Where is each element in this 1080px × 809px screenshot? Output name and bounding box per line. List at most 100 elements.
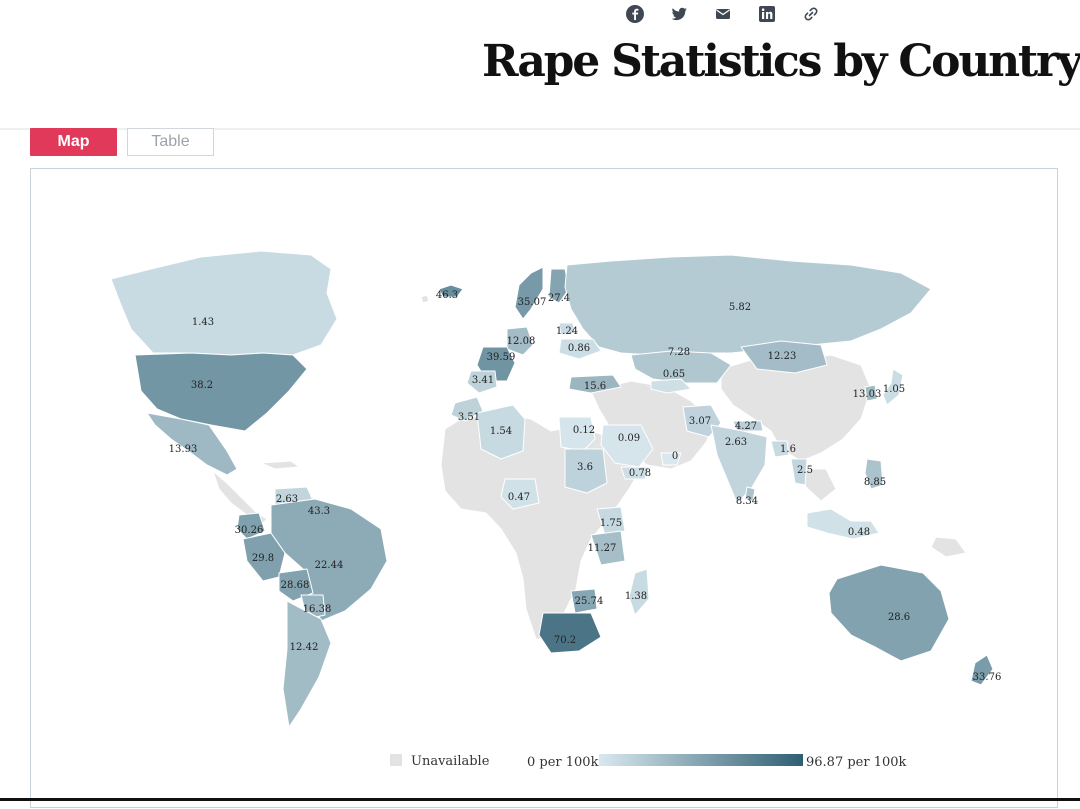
country-sri-lanka[interactable] [744,486,756,502]
country-zimbabwe[interactable] [570,588,598,614]
country-germany[interactable] [506,326,534,356]
value-label-morocco: 3.51 [458,412,480,423]
caribbean-unavailable[interactable] [260,460,300,470]
value-label-australia: 28.6 [888,612,910,623]
value-label-united-states: 38.2 [191,380,213,391]
country-tanzania[interactable] [590,530,626,566]
legend-max-label: 96.87 per 100k [806,755,907,770]
value-label-indonesia: 0.48 [848,527,870,538]
value-label-yemen: 0.78 [629,468,651,479]
value-label-canada: 1.43 [192,317,214,328]
country-algeria[interactable] [476,404,526,460]
country-japan[interactable] [882,368,904,406]
value-label-germany: 12.08 [507,336,536,347]
linkedin-icon[interactable] [757,4,777,24]
value-label-brazil: 22.44 [315,560,344,571]
country-lithuania[interactable] [558,322,576,336]
country-kazakhstan[interactable] [630,350,732,384]
greenland-east-island-unavailable[interactable] [420,294,430,304]
country-spain[interactable] [466,370,498,394]
country-finland[interactable] [548,268,570,304]
country-labels: 1.43 38.2 13.93 46.3 35.07 27.4 5.82 1.24 12.08 0… [169,290,1002,683]
map-frame: 1.43 38.2 13.93 46.3 35.07 27.4 5.82 1.24 12.08 0… [30,168,1058,808]
header-divider [0,128,1080,130]
country-morocco[interactable] [450,396,484,422]
value-label-ecuador: 30.26 [235,525,264,536]
country-iceland[interactable] [438,284,464,298]
legend-unavailable-swatch [390,754,402,766]
country-mongolia[interactable] [740,340,828,374]
country-oman[interactable] [660,452,682,466]
tab-map[interactable]: Map [30,128,117,156]
central-america-unavailable[interactable] [212,470,268,526]
value-label-suriname: 43.3 [308,506,330,517]
country-south-africa[interactable] [538,612,602,654]
country-mexico[interactable] [146,412,238,476]
facebook-icon[interactable] [625,4,645,24]
value-label-kazakhstan: 7.28 [668,347,690,358]
link-icon[interactable] [801,4,821,24]
country-ecuador[interactable] [236,512,266,540]
country-nigeria[interactable] [500,478,540,510]
country-nepal[interactable] [732,420,764,432]
country-norway[interactable] [514,266,544,320]
value-label-finland: 27.4 [548,293,570,304]
country-egypt[interactable] [558,416,596,452]
country-sudan[interactable] [564,448,608,494]
country-new-zealand[interactable] [970,654,994,686]
value-label-nigeria: 0.47 [508,492,530,503]
country-russia[interactable] [564,254,932,356]
value-label-algeria: 1.54 [490,426,512,437]
page-title: Rape Statistics by Country [482,36,1080,87]
share-bar [625,4,821,24]
value-label-japan: 1.05 [883,384,905,395]
country-kenya[interactable] [596,506,626,536]
value-label-madagascar: 1.38 [625,591,647,602]
value-label-turkey: 15.6 [584,381,606,392]
world-map: 1.43 38.2 13.93 46.3 35.07 27.4 5.82 1.24 12.08 0… [110,250,1002,770]
country-indonesia[interactable] [806,508,880,540]
value-label-sri-lanka: 8.34 [736,496,758,507]
value-label-new-zealand: 33.76 [973,672,1002,683]
country-yemen[interactable] [620,466,650,480]
country-uzbekistan[interactable] [650,378,692,394]
value-label-south-africa: 70.2 [554,635,576,646]
country-australia[interactable] [828,564,950,662]
country-thailand[interactable] [790,458,808,486]
country-madagascar[interactable] [628,568,650,616]
legend-scale-bar [599,754,803,766]
value-label-norway: 35.07 [518,297,547,308]
country-argentina[interactable] [282,600,332,728]
value-label-france: 39.59 [487,352,516,363]
country-canada[interactable] [110,250,338,356]
value-label-zimbabwe: 25.74 [575,596,604,607]
value-label-lithuania: 1.24 [556,326,578,337]
view-tabs: Map Table [30,128,214,156]
value-label-mexico: 13.93 [169,444,198,455]
value-label-philippines: 8.85 [864,477,886,488]
country-south-korea[interactable] [864,384,878,402]
value-label-saudi-arabia: 0.09 [618,433,640,444]
value-label-nepal: 4.27 [735,421,757,432]
twitter-icon[interactable] [669,4,689,24]
email-icon[interactable] [713,4,733,24]
country-bangladesh[interactable] [770,440,790,458]
value-label-paraguay: 16.38 [303,604,332,615]
value-label-tanzania: 11.27 [588,543,617,554]
value-label-argentina: 12.42 [290,642,319,653]
country-ukraine[interactable] [558,338,602,360]
country-brazil[interactable] [270,498,388,622]
country-philippines[interactable] [864,458,884,490]
legend-unavailable-label: Unavailable [411,754,490,769]
value-label-india: 2.63 [725,437,747,448]
papua-unavailable[interactable] [930,536,967,558]
bottom-bar [0,798,1080,801]
value-label-iceland: 46.3 [436,290,458,301]
value-label-mongolia: 12.23 [768,351,797,362]
tab-table[interactable]: Table [127,128,214,156]
country-turkey[interactable] [568,374,622,394]
value-label-thailand: 2.5 [797,465,813,476]
value-label-peru: 29.8 [252,553,274,564]
country-united-states[interactable] [134,352,308,432]
legend: Unavailable 0 per 100k 96.87 per 100k [390,754,907,770]
